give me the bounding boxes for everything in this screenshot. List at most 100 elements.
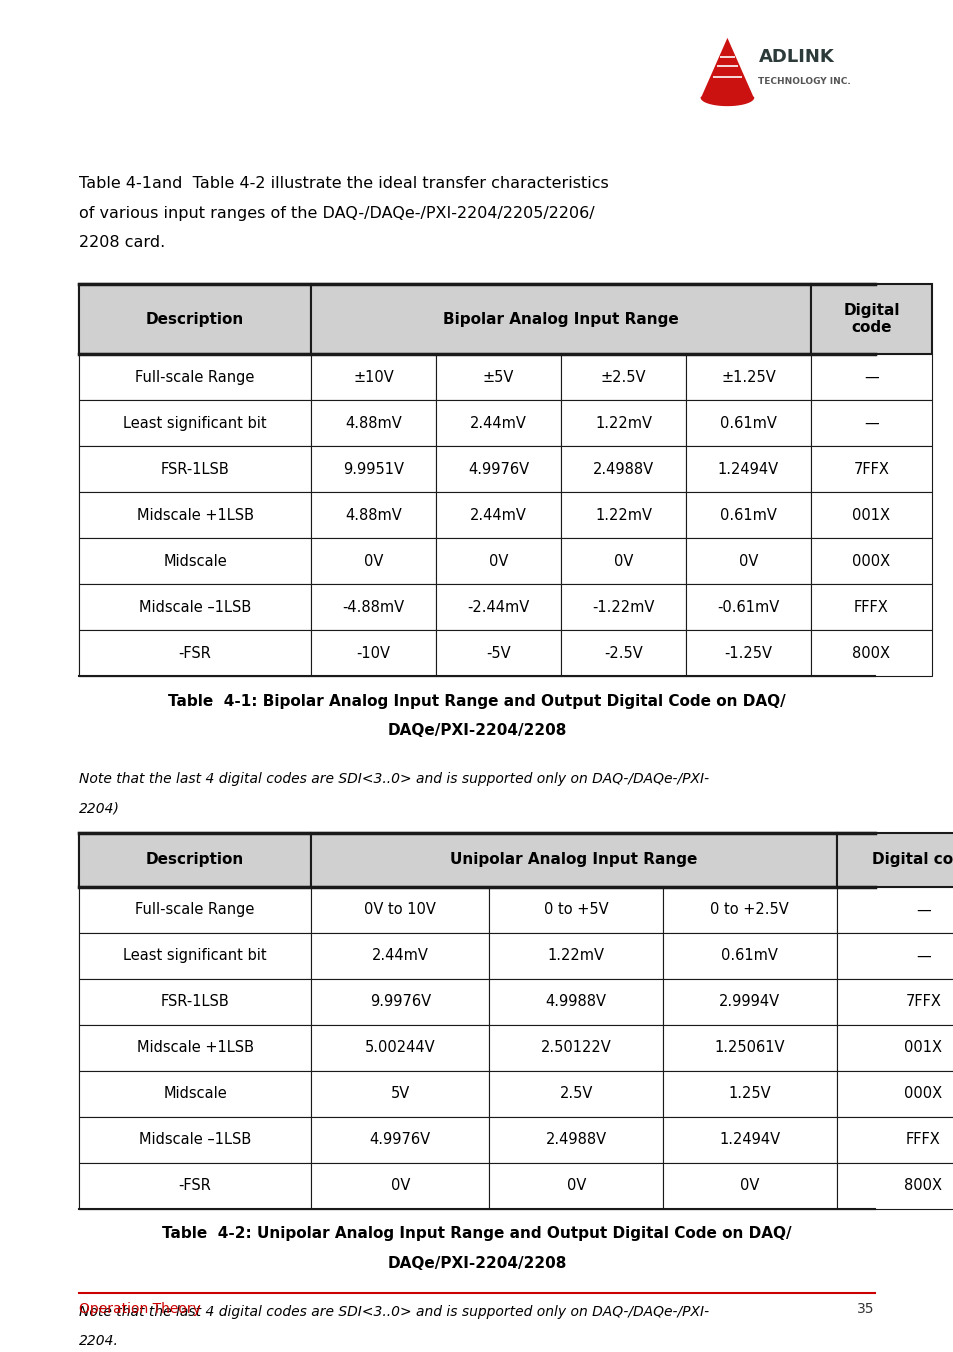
Bar	[489, 887, 662, 933]
Text: Note that the last 4 digital codes are SDI<3..0> and is supported only on DAQ-/D: Note that the last 4 digital codes are S…	[79, 1305, 709, 1318]
Bar	[311, 1071, 489, 1117]
Bar	[79, 492, 874, 538]
Text: 1.22mV: 1.22mV	[595, 415, 651, 431]
Bar	[79, 933, 874, 979]
Bar	[489, 1117, 662, 1163]
Text: Midscale +1LSB: Midscale +1LSB	[136, 1040, 253, 1056]
Text: ±2.5V: ±2.5V	[600, 369, 645, 385]
Bar	[79, 538, 874, 584]
Bar	[311, 446, 436, 492]
Text: 0 to +2.5V: 0 to +2.5V	[710, 902, 788, 918]
Text: Midscale +1LSB: Midscale +1LSB	[136, 507, 253, 523]
Bar	[489, 1025, 662, 1071]
Text: 1.22mV: 1.22mV	[547, 948, 604, 964]
Bar	[311, 833, 836, 887]
Text: 2.44mV: 2.44mV	[470, 415, 526, 431]
Text: 0V: 0V	[613, 553, 633, 569]
Bar	[810, 630, 931, 676]
Bar	[79, 979, 874, 1025]
Bar	[685, 584, 810, 630]
Text: 2.4988V: 2.4988V	[545, 1132, 606, 1148]
Text: Unipolar Analog Input Range: Unipolar Analog Input Range	[450, 852, 697, 868]
Text: 0V: 0V	[566, 1178, 585, 1194]
Bar	[311, 1117, 489, 1163]
Text: Full-scale Range: Full-scale Range	[135, 902, 254, 918]
Bar	[311, 584, 436, 630]
Bar	[836, 1117, 953, 1163]
Bar	[836, 1163, 953, 1209]
Text: -FSR: -FSR	[178, 645, 212, 661]
Bar	[685, 538, 810, 584]
Bar	[836, 979, 953, 1025]
Bar	[79, 887, 874, 933]
Bar	[436, 630, 560, 676]
Text: 4.9976V: 4.9976V	[467, 461, 529, 477]
Bar	[79, 354, 311, 400]
Bar	[662, 1071, 836, 1117]
Text: ADLINK: ADLINK	[758, 47, 833, 66]
Bar	[79, 584, 874, 630]
Bar	[489, 1071, 662, 1117]
Bar	[836, 833, 953, 887]
Bar	[79, 446, 311, 492]
Bar	[436, 446, 560, 492]
Bar	[311, 933, 489, 979]
Bar	[79, 833, 311, 887]
Text: FSR-1LSB: FSR-1LSB	[160, 461, 230, 477]
Bar	[311, 1025, 489, 1071]
Text: 4.9988V: 4.9988V	[545, 994, 606, 1010]
Text: 2.50122V: 2.50122V	[540, 1040, 611, 1056]
Bar	[560, 630, 685, 676]
Polygon shape	[700, 97, 753, 105]
Text: ±1.25V: ±1.25V	[720, 369, 775, 385]
Bar	[662, 1117, 836, 1163]
Text: 2204.: 2204.	[79, 1334, 119, 1348]
Bar	[810, 584, 931, 630]
Bar	[79, 284, 874, 354]
Bar	[662, 1025, 836, 1071]
Bar	[79, 887, 311, 933]
Bar	[311, 887, 489, 933]
Bar	[311, 492, 436, 538]
Text: 0V: 0V	[738, 553, 758, 569]
Text: 5.00244V: 5.00244V	[364, 1040, 436, 1056]
Text: Operation Theory: Operation Theory	[79, 1302, 201, 1315]
Bar	[685, 400, 810, 446]
Bar	[560, 492, 685, 538]
Text: -0.61mV: -0.61mV	[717, 599, 779, 615]
Text: Digital
code: Digital code	[842, 303, 899, 335]
Text: 2204): 2204)	[79, 802, 120, 815]
Text: 4.88mV: 4.88mV	[345, 507, 401, 523]
Text: 0 to +5V: 0 to +5V	[543, 902, 608, 918]
Text: Table  4-2: Unipolar Analog Input Range and Output Digital Code on DAQ/: Table 4-2: Unipolar Analog Input Range a…	[162, 1226, 791, 1241]
Bar	[311, 630, 436, 676]
Bar	[79, 1117, 874, 1163]
Bar	[311, 400, 436, 446]
Text: 0V: 0V	[488, 553, 508, 569]
Text: —: —	[915, 902, 930, 918]
Bar	[436, 354, 560, 400]
Text: FSR-1LSB: FSR-1LSB	[160, 994, 230, 1010]
Bar	[560, 354, 685, 400]
Bar	[79, 492, 311, 538]
Text: TECHNOLOGY INC.: TECHNOLOGY INC.	[758, 77, 850, 85]
Text: Description: Description	[146, 852, 244, 868]
Text: -2.5V: -2.5V	[603, 645, 642, 661]
Text: 4.88mV: 4.88mV	[345, 415, 401, 431]
Bar	[662, 933, 836, 979]
Text: -FSR: -FSR	[178, 1178, 212, 1194]
Text: -1.22mV: -1.22mV	[592, 599, 654, 615]
Text: 9.9976V: 9.9976V	[369, 994, 431, 1010]
Bar	[489, 1163, 662, 1209]
Text: DAQe/PXI-2204/2208: DAQe/PXI-2204/2208	[387, 1256, 566, 1271]
Bar	[685, 492, 810, 538]
Text: 4.9976V: 4.9976V	[369, 1132, 431, 1148]
Text: -2.44mV: -2.44mV	[467, 599, 529, 615]
Text: 800X: 800X	[852, 645, 889, 661]
Text: 0V to 10V: 0V to 10V	[364, 902, 436, 918]
Text: 2.44mV: 2.44mV	[470, 507, 526, 523]
Bar	[79, 933, 311, 979]
Bar	[79, 584, 311, 630]
Bar	[79, 979, 311, 1025]
Text: Bipolar Analog Input Range: Bipolar Analog Input Range	[442, 311, 679, 327]
